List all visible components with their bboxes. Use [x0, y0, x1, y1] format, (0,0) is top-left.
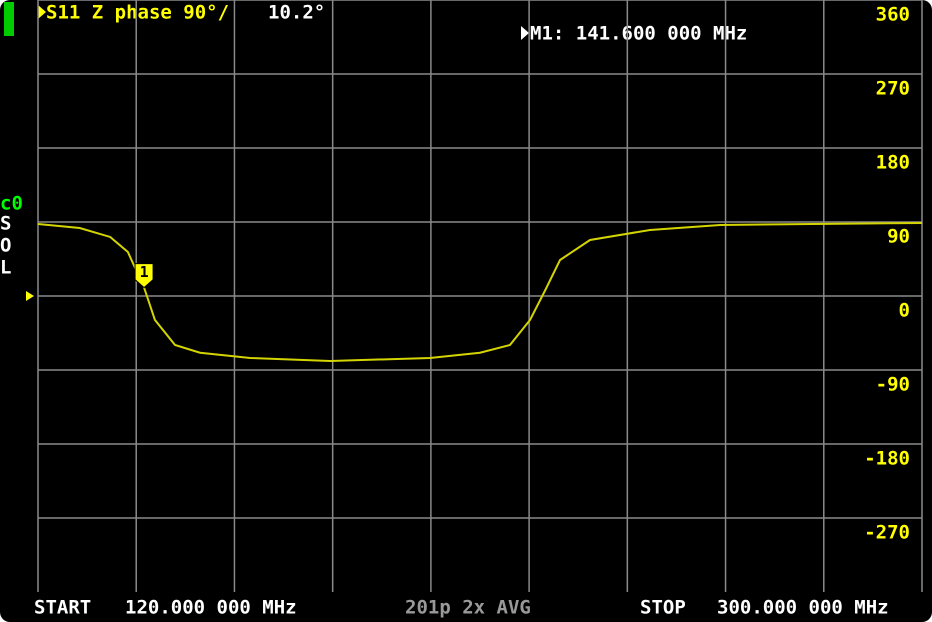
trace-name: S11 Z phase 90°/ [46, 2, 229, 24]
cal-flag: S [0, 213, 11, 235]
stop-freq: 300.000 000 MHz [717, 597, 889, 619]
y-tick-label: -270 [864, 522, 910, 544]
y-tick-label: 360 [876, 4, 910, 26]
marker-label: 1 [140, 263, 149, 281]
marker-readout: M1: 141.600 000 MHz [530, 23, 747, 45]
start-freq: 120.000 000 MHz [125, 597, 297, 619]
sweep-info: 201p 2x AVG [405, 597, 531, 619]
y-tick-label: 270 [876, 78, 910, 100]
cal-flag: L [0, 257, 11, 279]
y-tick-label: 90 [887, 226, 910, 248]
stop-label: STOP [640, 597, 686, 619]
marker-arrow [521, 26, 529, 40]
marker-value: 10.2° [268, 2, 325, 24]
y-tick-label: -90 [876, 374, 910, 396]
trace [37, 221, 923, 362]
y-tick-label: -180 [864, 448, 910, 470]
y-tick-label: 0 [899, 300, 910, 322]
battery [4, 2, 14, 36]
start-label: START [34, 597, 91, 619]
reference-arrow [26, 291, 34, 301]
marker [134, 263, 154, 289]
y-tick-label: 180 [876, 152, 910, 174]
channel: c0 [0, 193, 23, 215]
trace-arrow [38, 5, 46, 19]
cal-flag: O [0, 235, 11, 257]
